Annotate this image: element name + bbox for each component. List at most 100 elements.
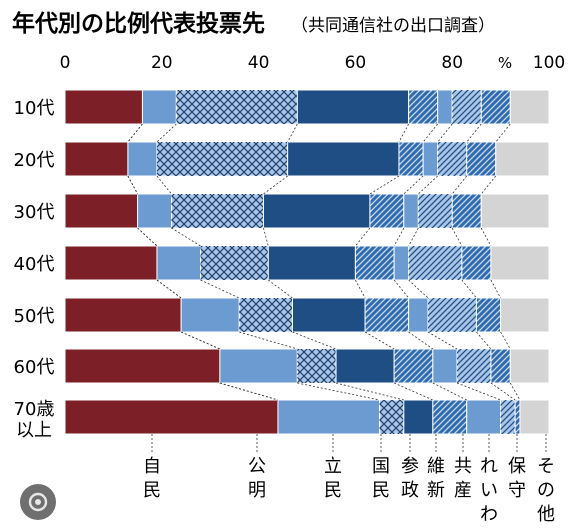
bar-segment (509, 89, 550, 125)
party-label: 守 (508, 480, 526, 501)
party-label: わ (480, 504, 498, 525)
category-label: 50代 (14, 306, 55, 327)
category-label: 30代 (14, 202, 55, 223)
connector-line (408, 279, 429, 299)
bar-segment-hatch (466, 142, 496, 176)
connector-line (171, 227, 201, 247)
connector-line (287, 123, 298, 143)
bar-segment (509, 348, 550, 384)
bar-segment (437, 89, 453, 125)
bar-segment-hatch (515, 400, 520, 434)
connector-line (408, 331, 434, 350)
category-label: 40代 (14, 254, 55, 275)
bar-segment (335, 348, 395, 384)
connector-line (127, 175, 138, 195)
connector-line (263, 227, 269, 247)
x-tick-label: 100 (533, 53, 565, 73)
bar-segment-hatch (171, 194, 264, 228)
party-label: 共 (454, 456, 472, 477)
category-label: 70歳 (14, 399, 55, 420)
category-label: 10代 (14, 98, 55, 119)
connector-line (180, 331, 221, 350)
party-label: 政 (401, 480, 419, 501)
connector-line (156, 279, 182, 299)
bar-segment (262, 193, 371, 229)
connector-line (393, 227, 405, 247)
bar-segment-hatch (379, 400, 404, 434)
bar-segment (64, 348, 221, 384)
bar-segment (519, 399, 550, 435)
bar-segment (64, 141, 129, 177)
bar-segment-hatch (418, 194, 453, 228)
bar-segment-hatch (408, 246, 462, 280)
connector-line (355, 279, 366, 299)
chart-subtitle: （共同通信社の出口調査） (291, 16, 495, 36)
lens-icon[interactable] (20, 484, 56, 520)
connector-line (427, 331, 458, 350)
bar-segment (277, 399, 381, 435)
connector-line (137, 227, 158, 247)
bar-segment-hatch (452, 90, 482, 124)
party-label: 保 (508, 456, 526, 477)
bar-segment (64, 193, 139, 229)
party-label: の (537, 480, 555, 501)
party-label: 民 (372, 480, 390, 501)
bar-segment (156, 245, 202, 281)
party-label: 明 (248, 480, 266, 501)
x-tick-label: 20 (151, 53, 173, 73)
party-label: 国 (372, 456, 390, 477)
bar-segment (141, 89, 177, 125)
connector-line (500, 331, 511, 350)
bar-segment-hatch (457, 349, 491, 383)
bar-segment (408, 297, 429, 333)
bar-segment (287, 141, 400, 177)
connector-line (480, 227, 492, 247)
bar-segment (495, 141, 550, 177)
connector-line (509, 382, 521, 401)
x-tick-label: 80 (441, 53, 463, 73)
connector-line (369, 175, 400, 195)
connector-line (418, 175, 438, 195)
bar-segment (296, 89, 410, 125)
party-label: 新 (427, 480, 445, 501)
x-axis-ticks: 0 20 40 60 80 100 (60, 53, 566, 73)
party-label: 他 (537, 504, 555, 525)
bar-segment (466, 399, 502, 435)
bar-segment (432, 348, 458, 384)
connector-line (408, 227, 419, 247)
party-label: 参 (401, 456, 419, 477)
bar-segment-hatch (452, 194, 482, 228)
bar-segment-hatch (156, 142, 288, 176)
bar-segment-hatch (500, 400, 516, 434)
x-tick-label: 60 (345, 53, 367, 73)
bar-segment-hatch (437, 142, 467, 176)
bar-segment (64, 89, 143, 125)
bar-segment-hatch (176, 90, 298, 124)
bar-segment (64, 297, 182, 333)
x-tick-label: 40 (248, 53, 270, 73)
connector-line (490, 382, 516, 401)
category-label: 20代 (14, 150, 55, 171)
unit-label: % (498, 54, 512, 72)
party-label: 自 (143, 456, 161, 477)
category-label: 60代 (14, 357, 55, 378)
bar-segment-hatch (461, 246, 491, 280)
bar-segment (500, 297, 550, 333)
bar-segment-hatch (476, 298, 501, 332)
bar-segment (291, 297, 366, 333)
connector-line (200, 279, 240, 299)
bar-segment-hatch (490, 349, 511, 383)
x-tick-label: 0 (60, 53, 71, 73)
bar-segment (480, 193, 550, 229)
party-label: い (480, 480, 498, 501)
connector-line (263, 175, 288, 195)
connector-line (403, 175, 424, 195)
bar-segment-hatch (365, 298, 409, 332)
connector-line (490, 279, 501, 299)
bar-segment-hatch (432, 400, 467, 434)
bar-segment (137, 193, 172, 229)
bar-segment-hatch (428, 298, 477, 332)
